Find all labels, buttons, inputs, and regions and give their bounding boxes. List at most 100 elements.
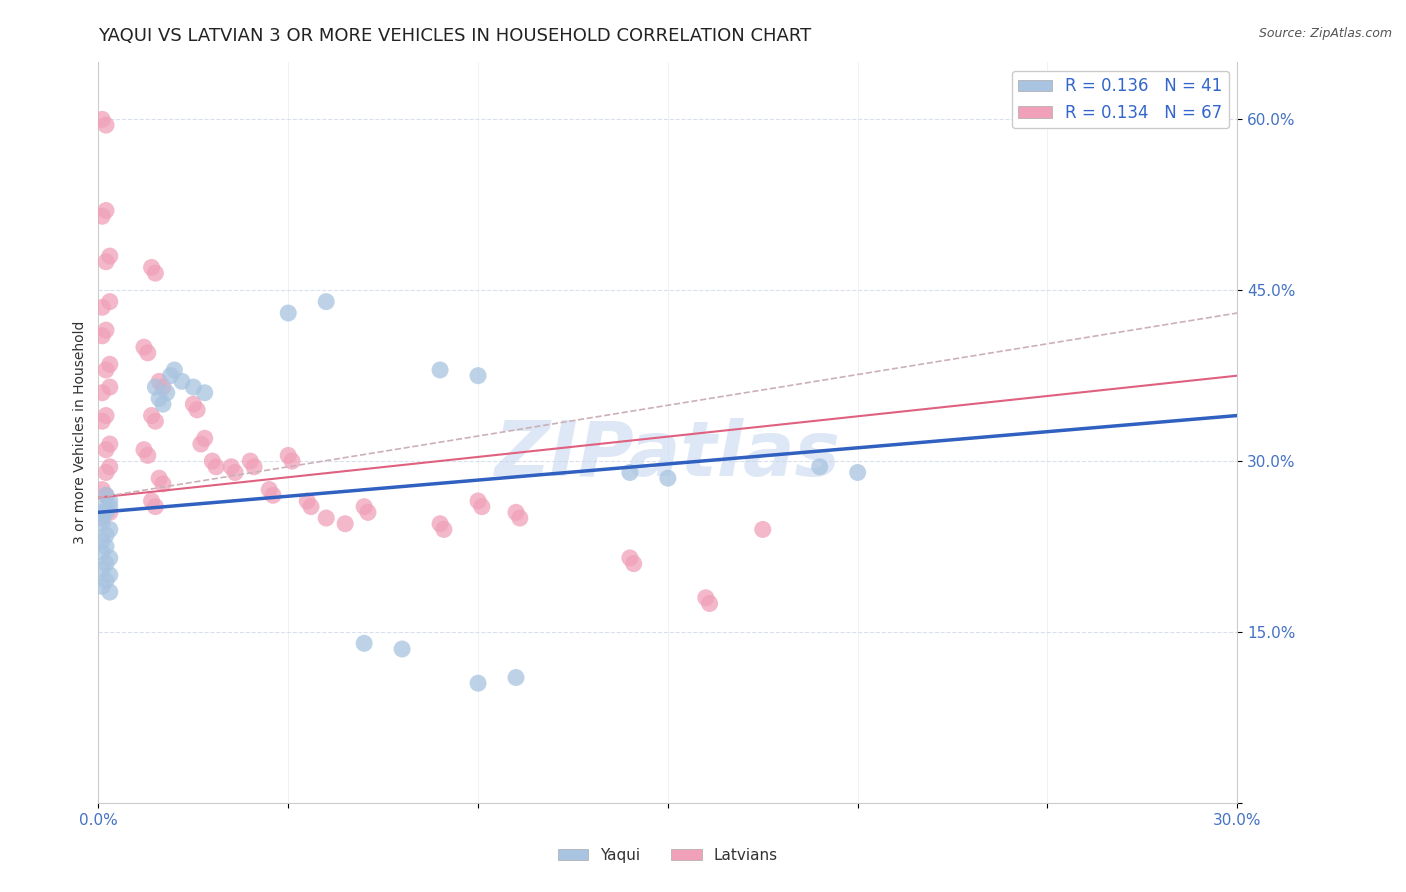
Point	[94, 363, 117, 377]
Point	[148, 375, 170, 389]
Point	[243, 459, 266, 474]
Point	[353, 636, 375, 650]
Point	[277, 449, 299, 463]
Point	[808, 459, 831, 474]
Point	[201, 454, 224, 468]
Point	[98, 380, 121, 394]
Point	[194, 385, 217, 400]
Point	[94, 488, 117, 502]
Point	[163, 363, 186, 377]
Point	[136, 449, 159, 463]
Point	[132, 340, 155, 354]
Point	[98, 294, 121, 309]
Point	[91, 505, 114, 519]
Point	[94, 540, 117, 554]
Point	[699, 597, 721, 611]
Y-axis label: 3 or more Vehicles in Household: 3 or more Vehicles in Household	[73, 321, 87, 544]
Point	[94, 528, 117, 542]
Point	[152, 476, 174, 491]
Point	[98, 459, 121, 474]
Point	[148, 392, 170, 406]
Point	[98, 523, 121, 537]
Point	[145, 414, 167, 428]
Point	[752, 523, 775, 537]
Point	[183, 380, 205, 394]
Point	[148, 471, 170, 485]
Point	[695, 591, 717, 605]
Point	[91, 511, 114, 525]
Point	[239, 454, 262, 468]
Point	[262, 488, 284, 502]
Point	[170, 375, 193, 389]
Point	[136, 346, 159, 360]
Point	[91, 545, 114, 559]
Point	[98, 505, 121, 519]
Point	[98, 494, 121, 508]
Point	[429, 516, 451, 531]
Point	[156, 385, 179, 400]
Point	[91, 385, 114, 400]
Point	[145, 500, 167, 514]
Point	[657, 471, 679, 485]
Point	[299, 500, 322, 514]
Point	[194, 431, 217, 445]
Point	[94, 409, 117, 423]
Point	[94, 254, 117, 268]
Point	[152, 380, 174, 394]
Point	[94, 505, 117, 519]
Point	[357, 505, 380, 519]
Point	[619, 550, 641, 565]
Point	[623, 557, 645, 571]
Point	[619, 466, 641, 480]
Text: Source: ZipAtlas.com: Source: ZipAtlas.com	[1258, 27, 1392, 40]
Point	[98, 585, 121, 599]
Point	[467, 368, 489, 383]
Point	[94, 442, 117, 457]
Point	[509, 511, 531, 525]
Point	[315, 511, 337, 525]
Point	[91, 414, 114, 428]
Point	[98, 550, 121, 565]
Point	[152, 397, 174, 411]
Point	[94, 323, 117, 337]
Point	[205, 459, 228, 474]
Point	[91, 511, 114, 525]
Point	[94, 500, 117, 514]
Point	[94, 557, 117, 571]
Point	[94, 488, 117, 502]
Point	[98, 357, 121, 371]
Point	[91, 301, 114, 315]
Point	[190, 437, 212, 451]
Point	[281, 454, 304, 468]
Point	[141, 260, 163, 275]
Point	[159, 368, 181, 383]
Point	[91, 533, 114, 548]
Point	[91, 112, 114, 127]
Point	[505, 505, 527, 519]
Point	[94, 574, 117, 588]
Point	[132, 442, 155, 457]
Point	[91, 579, 114, 593]
Point	[391, 642, 413, 657]
Point	[98, 437, 121, 451]
Text: ZIPatlas: ZIPatlas	[495, 417, 841, 491]
Point	[433, 523, 456, 537]
Point	[221, 459, 243, 474]
Point	[91, 209, 114, 223]
Point	[141, 494, 163, 508]
Point	[846, 466, 869, 480]
Point	[91, 516, 114, 531]
Point	[277, 306, 299, 320]
Point	[145, 380, 167, 394]
Point	[91, 483, 114, 497]
Legend: Yaqui, Latvians: Yaqui, Latvians	[551, 842, 785, 869]
Point	[91, 328, 114, 343]
Point	[98, 249, 121, 263]
Point	[471, 500, 494, 514]
Point	[259, 483, 281, 497]
Point	[467, 494, 489, 508]
Point	[315, 294, 337, 309]
Point	[353, 500, 375, 514]
Point	[94, 466, 117, 480]
Point	[186, 402, 208, 417]
